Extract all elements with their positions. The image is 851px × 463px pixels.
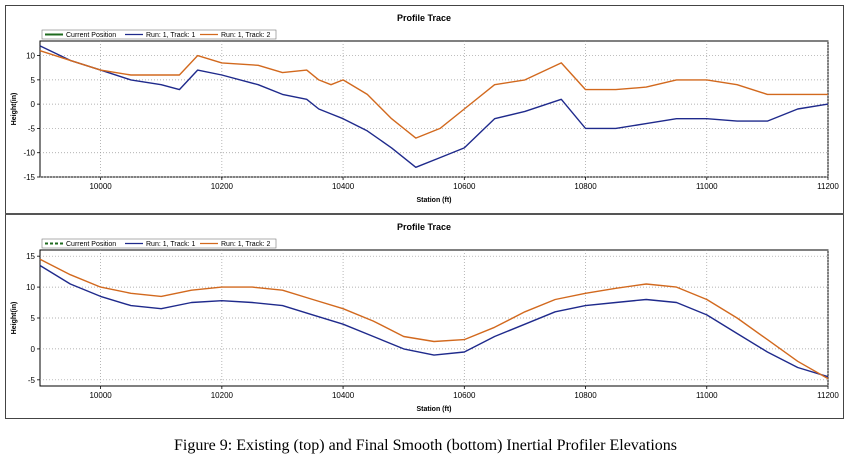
chart-0-xtick-label: 10800 <box>574 182 597 191</box>
chart-0-ytick-label: -10 <box>23 149 35 158</box>
chart-1-xtick-label: 10400 <box>332 391 355 400</box>
chart-1-ytick-label: 5 <box>31 314 36 323</box>
chart-1-xlabel: Station (ft) <box>417 406 452 413</box>
chart-1-ytick-label: 0 <box>31 345 36 354</box>
chart-0-xtick-label: 10200 <box>211 182 234 191</box>
chart-1-xtick-label: 11200 <box>817 391 839 400</box>
chart-0-ytick-label: 5 <box>31 76 36 85</box>
chart-1-ylabel: Height(in) <box>11 302 18 335</box>
chart-0-title: Profile Trace <box>397 13 451 23</box>
chart-0-xtick-label: 11000 <box>696 182 718 191</box>
chart-1-legend-label-2: Run: 1, Track: 2 <box>221 241 271 248</box>
chart-1-legend-label-1: Run: 1, Track: 1 <box>146 241 196 248</box>
chart-1-ytick-label: 10 <box>26 283 35 292</box>
chart-0-xtick-label: 10000 <box>89 182 112 191</box>
chart-1-series-2-line <box>39 258 829 380</box>
chart-1-series-1-line <box>39 264 829 378</box>
chart-1-legend-box <box>41 238 277 249</box>
chart-1-xtick-label: 10200 <box>211 391 234 400</box>
chart-1-ytick-label: 15 <box>26 252 35 261</box>
chart-0-xtick-label: 11200 <box>817 182 839 191</box>
chart-0-legend-label-2: Run: 1, Track: 2 <box>221 32 271 39</box>
figure-caption: Figure 9: Existing (top) and Final Smoot… <box>173 437 678 454</box>
chart-0-ytick-label: -15 <box>23 173 35 182</box>
chart-1-xtick-label: 10000 <box>89 391 112 400</box>
chart-1-xtick-label: 10600 <box>453 391 476 400</box>
chart-0-xtick-label: 10400 <box>332 182 355 191</box>
chart-0-series-2-line <box>39 50 828 139</box>
chart-0-xlabel: Station (ft) <box>417 197 452 204</box>
chart-0-ytick-label: 10 <box>26 52 35 61</box>
chart-1-xtick-label: 10800 <box>574 391 597 400</box>
chart-1-title: Profile Trace <box>397 222 451 232</box>
chart-0-legend-box <box>41 29 277 40</box>
chart-1-legend-label-0: Current Position <box>66 241 116 248</box>
chart-0-legend-label-0: Current Position <box>66 32 116 39</box>
chart-0-ylabel: Height(in) <box>11 93 18 126</box>
chart-0-ytick-label: 0 <box>31 100 36 109</box>
chart-1-ytick-label: -5 <box>28 376 36 385</box>
chart-1-xtick-label: 11000 <box>696 391 718 400</box>
chart-divider <box>5 213 844 215</box>
chart-0-legend-label-1: Run: 1, Track: 1 <box>146 32 196 39</box>
chart-0-series-1-line <box>39 45 829 168</box>
profile-trace-chart-bottom: Profile Trace 10000 10200 10400 10600 10800 11… <box>11 222 839 413</box>
profile-trace-chart-top: Profile Trace 10000 10200 10400 10600 10800 11… <box>11 13 839 204</box>
chart-0-plot-area <box>39 40 829 178</box>
chart-0-xtick-label: 10600 <box>453 182 476 191</box>
chart-0-ytick-label: -5 <box>28 124 36 133</box>
